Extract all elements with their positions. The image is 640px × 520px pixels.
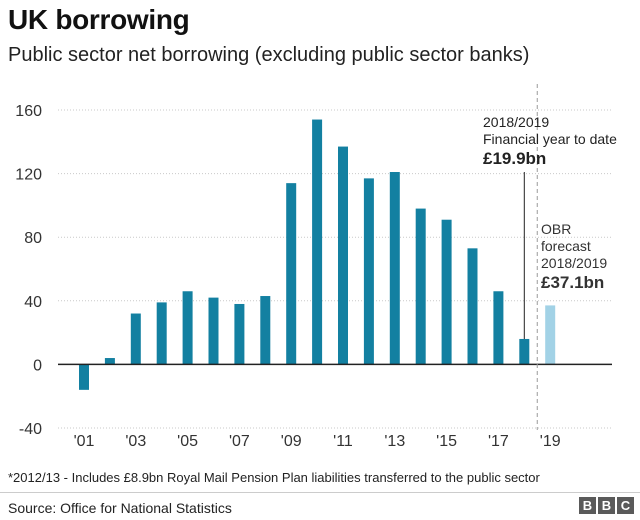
bar bbox=[519, 338, 530, 365]
annotation-forecast: £37.1bn bbox=[541, 273, 604, 292]
bar bbox=[182, 291, 193, 365]
bar bbox=[130, 313, 141, 365]
bar bbox=[104, 358, 115, 365]
x-tick-label: '19 bbox=[540, 433, 561, 450]
bar bbox=[234, 303, 245, 365]
x-tick-label: '15 bbox=[436, 433, 457, 450]
annotation-forecast: OBR bbox=[541, 221, 571, 237]
footnote: *2012/13 - Includes £8.9bn Royal Mail Pe… bbox=[8, 470, 540, 485]
y-tick-label: 160 bbox=[15, 103, 42, 120]
annotation-forecast: forecast bbox=[541, 238, 591, 254]
bar bbox=[79, 364, 89, 390]
bar-forecast bbox=[545, 305, 556, 365]
bar-chart: -40 0 40 80 120 160 '01 '03 '05 '07 '09 '11 '13 '15 '1… bbox=[15, 84, 617, 450]
bbc-logo: B B C bbox=[579, 497, 634, 514]
bar bbox=[441, 219, 452, 365]
x-tick-label: '09 bbox=[281, 433, 302, 450]
x-tick-label: '11 bbox=[333, 433, 353, 450]
x-tick-label: '01 bbox=[74, 433, 95, 450]
bar bbox=[208, 297, 219, 365]
bar bbox=[338, 146, 348, 365]
bar bbox=[467, 248, 478, 365]
bar bbox=[260, 296, 271, 365]
x-tick-label: '05 bbox=[177, 433, 198, 450]
bar bbox=[493, 291, 504, 365]
y-tick-label: 120 bbox=[15, 167, 42, 184]
source-text: Source: Office for National Statistics bbox=[8, 500, 232, 516]
x-tick-label: '07 bbox=[229, 433, 250, 450]
footer-divider bbox=[0, 492, 640, 493]
bar bbox=[156, 302, 167, 365]
bar bbox=[286, 183, 297, 365]
logo-letter: B bbox=[598, 497, 615, 514]
y-tick-label: 40 bbox=[24, 294, 42, 311]
annotation-forecast: 2018/2019 bbox=[541, 255, 607, 271]
bar bbox=[363, 178, 374, 365]
y-tick-label: -40 bbox=[19, 421, 42, 438]
bar bbox=[389, 172, 400, 365]
x-tick-label: '17 bbox=[488, 433, 509, 450]
y-tick-label: 0 bbox=[33, 357, 42, 374]
annotation-to-date: 2018/2019 bbox=[483, 114, 549, 130]
logo-letter: B bbox=[579, 497, 596, 514]
x-tick-label: '13 bbox=[384, 433, 405, 450]
chart-title: UK borrowing bbox=[8, 4, 190, 35]
y-tick-label: 80 bbox=[24, 230, 42, 247]
logo-letter: C bbox=[617, 497, 634, 514]
bar bbox=[312, 119, 323, 365]
annotation-to-date: Financial year to date bbox=[483, 131, 617, 147]
bar bbox=[415, 208, 426, 365]
x-tick-label: '03 bbox=[125, 433, 146, 450]
annotation-to-date: £19.9bn bbox=[483, 149, 546, 168]
chart-subtitle: Public sector net borrowing (excluding p… bbox=[8, 44, 530, 66]
